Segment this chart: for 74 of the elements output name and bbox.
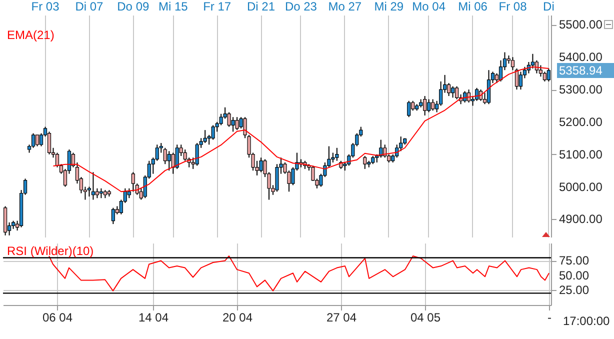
x-tick-label: 04 05 (410, 310, 441, 324)
candlestick (431, 98, 435, 112)
y-tick-label: 25.00 (559, 283, 590, 298)
x-tick-label: Do 09 (117, 0, 150, 14)
candlestick (363, 155, 367, 170)
x-tick-label: 06 04 (42, 310, 73, 324)
x-tick-label: 14 04 (138, 310, 169, 324)
candlestick (383, 144, 387, 158)
x-tick-label: Di 21 (247, 0, 276, 14)
x-tick-label: Do 23 (284, 0, 318, 14)
candlestick (395, 144, 399, 158)
candlestick (542, 71, 547, 82)
candlestick (486, 70, 491, 105)
candlestick (530, 53, 535, 69)
y-tick-label: 50.00 (559, 268, 590, 282)
line-series (52, 66, 550, 192)
candlestick (259, 157, 263, 173)
candlestick (379, 139, 383, 158)
candlestick (131, 172, 135, 192)
y-tick-label: 5100.00 (559, 147, 603, 162)
series-label: RSI (Wilder)(10) (7, 244, 94, 258)
text: 5358.94 (559, 63, 603, 78)
x-tick-label: Fr 03 (31, 0, 60, 14)
x-tick-label: 20 04 (222, 310, 253, 324)
x-tick-label: 27 04 (326, 310, 357, 324)
x-tick-label: Mi 15 (158, 0, 188, 14)
y-tick-label: 5400.00 (559, 50, 603, 64)
y-tick-label: 5200.00 (559, 114, 603, 129)
y-tick-label: 5300.00 (559, 82, 603, 97)
x-tick-label: - (548, 310, 552, 324)
candlestick (231, 116, 235, 132)
x-tick-label: Mi 29 (374, 0, 404, 14)
candlestick (538, 64, 543, 78)
candlestick (227, 112, 231, 128)
y-tick-label: 5000.00 (559, 180, 603, 194)
x-tick-label: Fr 08 (498, 0, 528, 14)
candlestick (498, 60, 503, 82)
y-tick-label: 75.00 (559, 254, 590, 268)
candlestick (510, 56, 515, 71)
candlestick (455, 86, 459, 100)
candlestick (111, 207, 115, 225)
y-tick-label: 4900.00 (559, 212, 603, 226)
candlestick (31, 132, 36, 148)
x-tick-label: Mi 06 (458, 0, 488, 14)
candlestick (95, 188, 99, 199)
candlestick (451, 86, 455, 98)
candlestick (407, 100, 411, 118)
x-tick-label: Mo 04 (412, 0, 446, 14)
candlestick (127, 188, 131, 199)
text: 17:00:00 (563, 314, 610, 328)
candlestick (235, 116, 239, 131)
candlestick (546, 68, 550, 82)
candlestick (35, 134, 40, 147)
candlestick (167, 150, 171, 172)
x-tick-label: Di 07 (75, 0, 104, 14)
y-tick-label: 5500.00 (559, 18, 603, 32)
x-tick-label: Di (543, 0, 554, 14)
candlestick (427, 98, 431, 113)
x-tick-label: Mo 27 (328, 0, 362, 14)
candlestick (534, 60, 539, 74)
candlestick (518, 71, 523, 90)
candlestick (47, 131, 52, 155)
candlestick (423, 96, 427, 116)
candlestick (514, 68, 519, 90)
candlestick (203, 130, 207, 144)
candlestick (474, 87, 479, 102)
candlestick (99, 188, 103, 199)
candlestick (155, 144, 159, 162)
candlestick (211, 124, 215, 140)
x-tick-label: Fr 17 (203, 0, 232, 14)
candlestick (335, 147, 339, 162)
candlestick (91, 172, 95, 200)
candlestick (175, 144, 179, 170)
text: EMA(21) (7, 28, 54, 42)
